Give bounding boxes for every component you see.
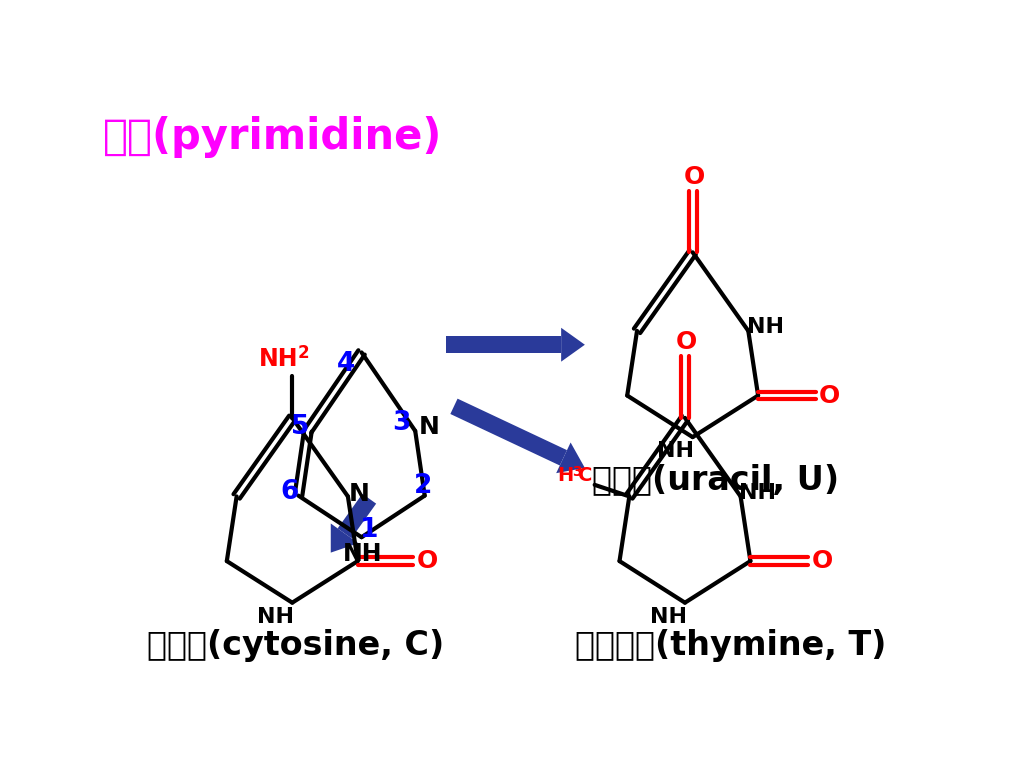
Polygon shape	[556, 442, 585, 473]
Polygon shape	[338, 494, 376, 538]
Text: 3: 3	[392, 410, 411, 436]
Text: N: N	[419, 415, 439, 439]
Text: 胞嘎噘(cytosine, C): 胞嘎噘(cytosine, C)	[147, 628, 444, 661]
Text: NH: NH	[649, 607, 686, 627]
Polygon shape	[561, 328, 585, 362]
Text: 4: 4	[337, 351, 355, 377]
Text: 1: 1	[360, 517, 379, 542]
Text: NH: NH	[739, 482, 776, 502]
Text: O: O	[684, 165, 705, 189]
Text: 2: 2	[414, 473, 432, 499]
Text: H: H	[557, 466, 573, 485]
Text: 5: 5	[291, 414, 309, 440]
Text: NH: NH	[259, 346, 298, 371]
Text: O: O	[819, 383, 841, 408]
Text: 尿嘎噘(uracil, U): 尿嘎噘(uracil, U)	[592, 463, 840, 496]
Text: C: C	[579, 466, 593, 485]
Text: 6: 6	[280, 478, 298, 505]
Text: O: O	[811, 549, 833, 573]
Text: NH: NH	[746, 317, 783, 337]
Text: 3: 3	[572, 465, 582, 479]
Text: NH: NH	[257, 607, 294, 627]
Text: 2: 2	[297, 343, 309, 362]
Polygon shape	[451, 399, 567, 465]
Text: N: N	[349, 482, 370, 506]
Text: O: O	[417, 549, 437, 573]
Text: 胸腺嘎噘(thymine, T): 胸腺嘎噘(thymine, T)	[575, 628, 887, 661]
Text: O: O	[676, 330, 697, 354]
Text: NH: NH	[657, 441, 694, 461]
Polygon shape	[446, 336, 561, 353]
Text: 嘎噘(pyrimidine): 嘎噘(pyrimidine)	[103, 116, 442, 157]
Polygon shape	[331, 524, 358, 553]
Text: NH: NH	[343, 542, 383, 566]
